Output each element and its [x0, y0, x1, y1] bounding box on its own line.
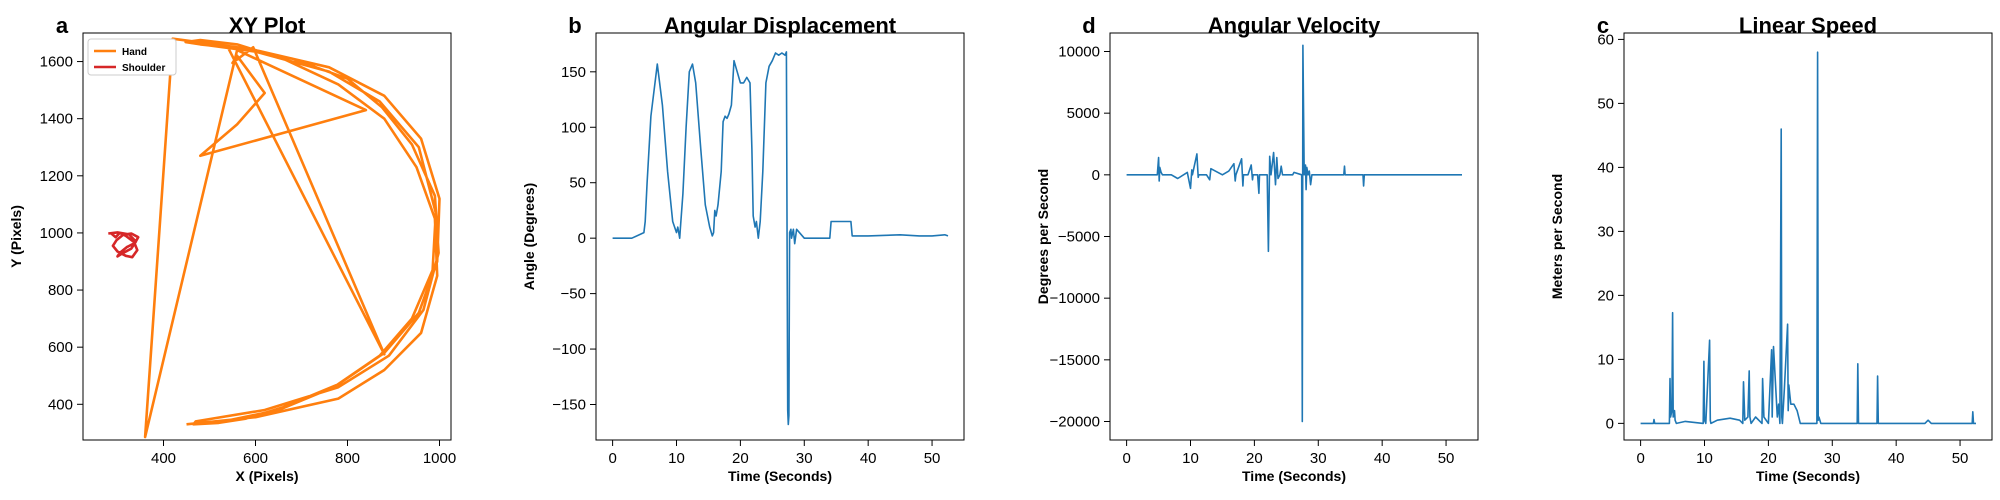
x-tick-label: 50 [1952, 450, 1969, 467]
panel-a: 400 600 800 1000 400 600 800 1000 1200 1400 1600 XY… [8, 13, 456, 484]
y-tick-label: 40 [1597, 159, 1614, 176]
y-axis-label: Angle (Degrees) [521, 183, 537, 290]
x-tick-label: 40 [1374, 450, 1391, 467]
x-axis-label: Time (Seconds) [728, 468, 832, 484]
panel-letter: a [56, 13, 69, 38]
series-line-0 [1640, 51, 1976, 425]
x-tick-label: 400 [151, 450, 176, 467]
x-tick-label: 0 [608, 450, 616, 467]
y-tick-label: −10000 [1050, 290, 1100, 307]
y-tick-label: −5000 [1058, 229, 1100, 246]
y-tick-label: 100 [561, 119, 586, 136]
y-tick-label: 50 [1597, 95, 1614, 112]
panel-letter: c [1597, 13, 1609, 38]
panel-letter: b [568, 13, 581, 38]
y-tick-label: −50 [561, 286, 586, 303]
x-tick-label: 10 [668, 450, 685, 467]
y-tick-label: 20 [1597, 287, 1614, 304]
y-tick-label: 150 [561, 64, 586, 81]
y-tick-label: −100 [552, 341, 586, 358]
x-tick-label: 50 [1438, 450, 1455, 467]
y-tick-label: 0 [1606, 415, 1614, 432]
x-tick-label: 10 [1696, 450, 1713, 467]
y-tick-label: 50 [569, 175, 586, 192]
panel-c: 0 10 20 30 40 50 0 10 20 30 40 50 60 Linear Speed c Tim… [1549, 13, 1993, 484]
x-tick-label: 30 [1310, 450, 1327, 467]
chart-title: Angular Velocity [1208, 13, 1381, 38]
x-axis-label: Time (Seconds) [1756, 468, 1860, 484]
plot-frame [1109, 32, 1479, 441]
chart-title: XY Plot [229, 13, 306, 38]
legend-label-hand: Hand [122, 47, 147, 58]
plot-frame [1623, 32, 1993, 441]
x-tick-label: 0 [1636, 450, 1644, 467]
y-axis-label: Meters per Second [1549, 174, 1565, 299]
series-line-shoulder [108, 231, 140, 259]
panel-d: 0 10 20 30 40 50 −20000 −15000 −10000 −5000 0 5000 1… [1035, 13, 1479, 484]
chart-title: Linear Speed [1739, 13, 1877, 38]
x-axis-label: Time (Seconds) [1242, 468, 1346, 484]
y-tick-label: 800 [48, 282, 73, 299]
y-tick-label: 1600 [40, 54, 73, 71]
x-tick-label: 20 [1760, 450, 1777, 467]
y-tick-label: 10 [1597, 351, 1614, 368]
y-tick-label: 60 [1597, 31, 1614, 48]
series-line-0 [612, 51, 949, 426]
plot-frame [595, 32, 965, 441]
y-tick-label: −150 [552, 397, 586, 414]
x-tick-label: 1000 [423, 450, 456, 467]
panel-b: 0 10 20 30 40 50 −150 −100 −50 0 50 100 150 Angular D… [521, 13, 965, 484]
y-tick-label: 1400 [40, 111, 73, 128]
series-line-0 [1126, 44, 1462, 423]
series-line-hand [143, 37, 441, 439]
x-tick-label: 30 [796, 450, 813, 467]
y-tick-label: 10000 [1058, 44, 1100, 61]
y-tick-label: 0 [1092, 167, 1100, 184]
y-tick-label: 600 [48, 339, 73, 356]
panel-letter: d [1082, 13, 1095, 38]
y-tick-label: 0 [578, 230, 586, 247]
y-tick-label: 1000 [40, 225, 73, 242]
y-tick-label: 30 [1597, 223, 1614, 240]
y-axis-label: Y (Pixels) [8, 205, 24, 268]
chart-title: Angular Displacement [664, 13, 897, 38]
y-tick-label: −20000 [1050, 414, 1100, 431]
y-tick-label: −15000 [1050, 352, 1100, 369]
y-tick-label: 400 [48, 396, 73, 413]
y-tick-label: 5000 [1067, 105, 1100, 122]
x-tick-label: 50 [924, 450, 941, 467]
x-tick-label: 10 [1182, 450, 1199, 467]
x-tick-label: 30 [1824, 450, 1841, 467]
x-tick-label: 0 [1122, 450, 1130, 467]
x-tick-label: 600 [243, 450, 268, 467]
x-tick-label: 20 [1246, 450, 1263, 467]
x-axis-label: X (Pixels) [235, 468, 298, 484]
x-tick-label: 800 [335, 450, 360, 467]
y-tick-label: 1200 [40, 168, 73, 185]
legend-label-shoulder: Shoulder [122, 63, 165, 74]
plot-frame [82, 32, 452, 441]
x-tick-label: 20 [732, 450, 749, 467]
y-axis-label: Degrees per Second [1035, 169, 1051, 304]
x-tick-label: 40 [860, 450, 877, 467]
x-tick-label: 40 [1888, 450, 1905, 467]
